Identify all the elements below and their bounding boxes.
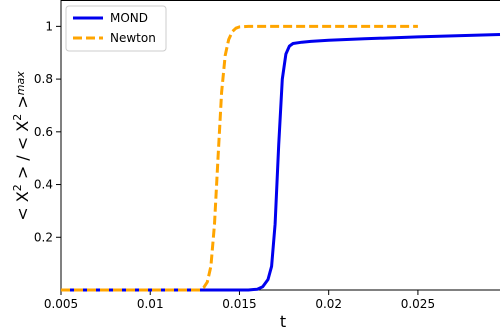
y-tick-label: 0.2 (34, 230, 53, 244)
y-tick-label: 0.6 (34, 125, 53, 139)
y-tick-label: 0.8 (34, 72, 53, 86)
series-layer (61, 24, 501, 292)
legend-label-mond: MOND (110, 11, 148, 25)
x-axis-label: t (280, 312, 286, 331)
x-tick-label: 0.01 (137, 297, 164, 311)
series-line-newton (61, 24, 418, 292)
y-tick-label: 0.4 (34, 178, 53, 192)
ticks: 0.005 0.01 0.015 0.02 0.025 0.2 0.4 0.6 0.8 1 (34, 19, 435, 311)
legend-label-newton: Newton (110, 31, 156, 45)
x-tick-label: 0.025 (401, 297, 435, 311)
y-axis-label: < X2 > / < X2 >max (11, 71, 32, 221)
legend: MOND Newton (65, 5, 167, 52)
x-tick-label: 0.005 (44, 297, 78, 311)
x-tick-label: 0.015 (222, 297, 256, 311)
series-line-mond (61, 33, 501, 292)
x-tick-label: 0.02 (315, 297, 342, 311)
y-tick-label: 1 (45, 19, 53, 33)
